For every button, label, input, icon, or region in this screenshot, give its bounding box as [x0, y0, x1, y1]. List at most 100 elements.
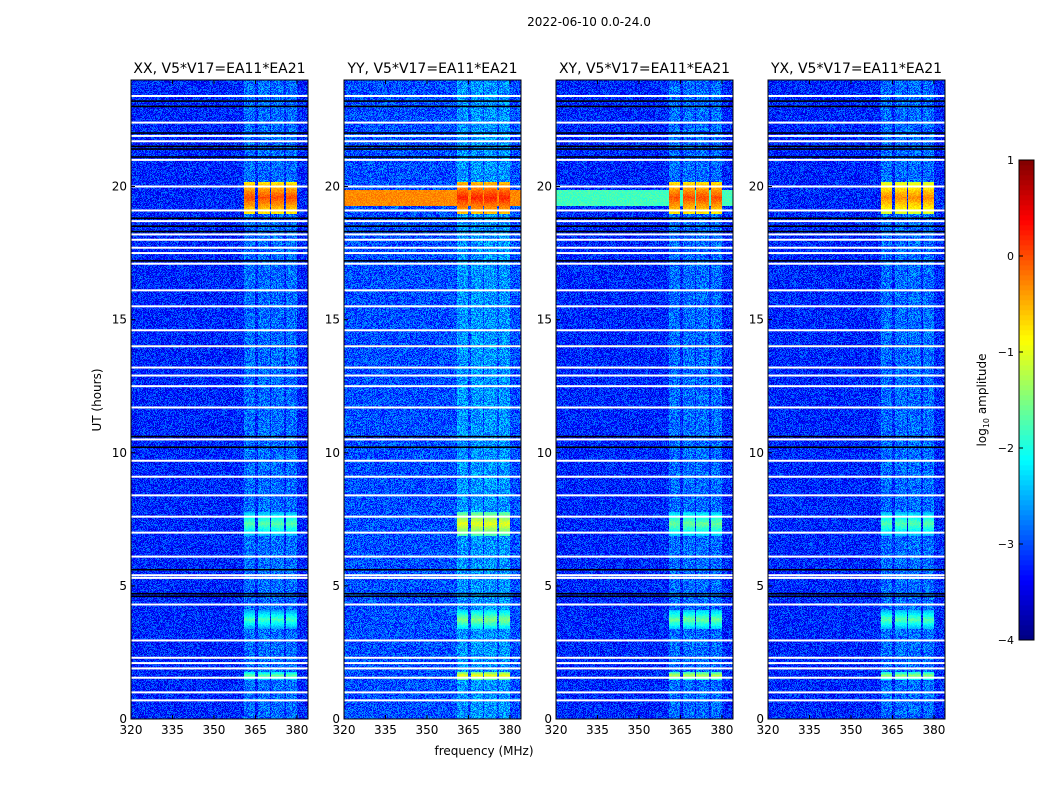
colorbar-segment — [1019, 244, 1034, 251]
flagged-line — [768, 494, 945, 497]
flagged-line — [768, 574, 945, 577]
flagged-line — [344, 676, 521, 679]
gap-line — [131, 435, 308, 438]
flagged-line — [344, 531, 521, 534]
colorbar-segment — [1019, 224, 1034, 231]
flagged-line — [344, 576, 521, 579]
flagged-line — [131, 140, 308, 143]
colorbar-segment — [1019, 494, 1034, 501]
flagged-line — [131, 406, 308, 409]
colorbar-segment — [1019, 184, 1034, 191]
colorbar-segment — [1019, 549, 1034, 556]
flagged-line — [131, 676, 308, 679]
flagged-line — [556, 699, 733, 702]
colorbar-segment — [1019, 539, 1034, 546]
gap-line — [556, 156, 733, 158]
colorbar-segment — [1019, 434, 1034, 441]
gap-line — [556, 446, 733, 449]
gap-line — [768, 260, 945, 262]
flagged-line — [131, 185, 308, 188]
flagged-line — [556, 406, 733, 409]
flagged-line — [344, 494, 521, 497]
gap-line — [556, 230, 733, 233]
flagged-line — [344, 220, 521, 223]
colorbar-segment — [1019, 429, 1034, 436]
gap-line — [344, 156, 521, 158]
y-tick-label: 20 — [112, 180, 127, 194]
flagged-line — [768, 305, 945, 308]
flagged-line — [556, 667, 733, 670]
flagged-line — [556, 185, 733, 188]
flagged-line — [131, 662, 308, 665]
flagged-line — [131, 305, 308, 308]
colorbar-segment — [1019, 489, 1034, 496]
flagged-line — [344, 238, 521, 241]
panel-frame — [343, 79, 522, 720]
y-tick-label: 20 — [325, 180, 340, 194]
flagged-line — [768, 246, 945, 249]
colorbar-segment — [1019, 294, 1034, 301]
colorbar-segment — [1019, 624, 1034, 631]
gap-line — [556, 145, 733, 148]
colorbar-segment — [1019, 379, 1034, 386]
gap-line — [556, 225, 733, 228]
panel-0: XX, V5*V17=EA11*EA21 320 335 350 365 380 0 5 10 1… — [112, 61, 309, 737]
flagged-line — [131, 699, 308, 702]
colorbar-segment — [1019, 454, 1034, 461]
flagged-line — [344, 158, 521, 161]
gap-line — [556, 148, 733, 150]
rfi-feature-mark — [285, 610, 297, 629]
flagged-line — [131, 329, 308, 332]
flagged-line — [556, 603, 733, 606]
flagged-line — [556, 329, 733, 332]
colorbar-segment — [1019, 519, 1034, 526]
x-tick-label: 335 — [798, 723, 821, 737]
flagged-line — [768, 289, 945, 292]
colorbar-segment — [1019, 274, 1034, 281]
x-tick-label: 350 — [203, 723, 226, 737]
colorbar-segment — [1019, 364, 1034, 371]
y-tick-label: 0 — [544, 712, 552, 726]
colorbar-segment — [1019, 504, 1034, 511]
rfi-feature-mark — [271, 610, 283, 629]
gap-line — [556, 100, 733, 102]
rfi-feature-mark — [668, 610, 680, 629]
colorbar-segment — [1019, 269, 1034, 276]
gap-line — [344, 225, 521, 228]
colorbar-segment — [1019, 424, 1034, 431]
flagged-line — [131, 574, 308, 577]
colorbar-segment — [1019, 599, 1034, 606]
flagged-line — [556, 238, 733, 241]
gap-line — [556, 217, 733, 220]
y-tick-label: 5 — [756, 579, 764, 593]
colorbar-segment — [1019, 499, 1034, 506]
colorbar-segment — [1019, 214, 1034, 221]
rfi-feature-mark — [880, 610, 892, 629]
gap-line — [556, 435, 733, 438]
flagged-line — [344, 329, 521, 332]
flagged-line — [556, 576, 733, 579]
colorbar-segment — [1019, 479, 1034, 486]
gap-line — [131, 595, 308, 598]
flagged-line — [556, 134, 733, 137]
y-tick-label: 15 — [537, 313, 552, 327]
panel-frame — [767, 79, 946, 720]
rfi-feature-mark — [710, 610, 722, 629]
flagged-line — [131, 209, 308, 212]
colorbar-segment — [1019, 284, 1034, 291]
flagged-line — [131, 252, 308, 255]
flagged-line — [556, 459, 733, 462]
panel-2: XY, V5*V17=EA11*EA21 320 335 350 365 380 0 5 10 1… — [537, 61, 734, 737]
x-axis-label: frequency (MHz) — [434, 744, 533, 758]
gap-line — [344, 145, 521, 148]
colorbar-segment — [1019, 219, 1034, 226]
flagged-line — [344, 366, 521, 369]
y-tick-label: 0 — [756, 712, 764, 726]
flagged-line — [344, 252, 521, 255]
gap-line — [768, 568, 945, 571]
x-tick-label: 365 — [244, 723, 267, 737]
colorbar-segment — [1019, 529, 1034, 536]
colorbar-segment — [1019, 319, 1034, 326]
colorbar-segment — [1019, 189, 1034, 196]
gap-line — [768, 217, 945, 220]
